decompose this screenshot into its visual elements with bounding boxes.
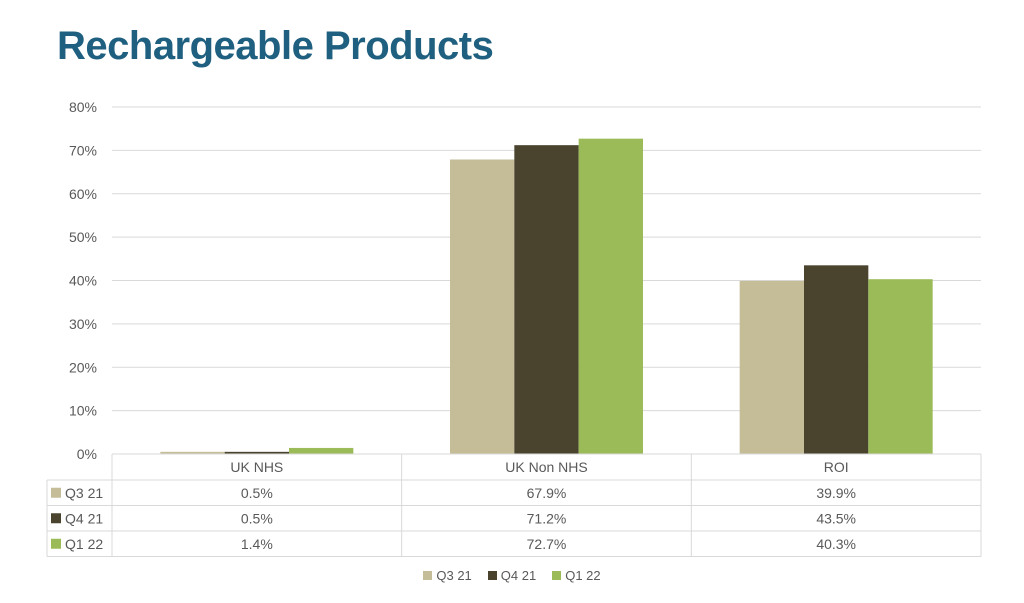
bar-q3-21-roi bbox=[739, 280, 804, 454]
data-label: 71.2% bbox=[527, 510, 567, 526]
data-label: 0.5% bbox=[241, 485, 273, 501]
bar-q4-21-uk-non-nhs bbox=[514, 145, 579, 455]
data-label: 72.7% bbox=[527, 536, 567, 552]
y-tick-label: 30% bbox=[69, 316, 97, 332]
data-label: 67.9% bbox=[527, 485, 567, 501]
legend-label-q1-22: Q1 22 bbox=[565, 568, 601, 583]
y-tick-label: 70% bbox=[69, 142, 97, 158]
bar-q1-22-roi bbox=[868, 279, 933, 454]
table-series-label: Q1 22 bbox=[65, 536, 103, 552]
table-legend-key bbox=[51, 513, 61, 524]
data-label: 0.5% bbox=[241, 510, 273, 526]
slide-title: Rechargeable Products bbox=[57, 24, 494, 68]
data-label: 40.3% bbox=[816, 536, 856, 552]
legend-label-q4-21: Q4 21 bbox=[500, 568, 537, 583]
legend: Q3 21 Q4 21 Q1 22 bbox=[0, 568, 1024, 583]
legend-item-q1-22: Q1 22 bbox=[552, 568, 601, 583]
legend-swatch-q4-21 bbox=[487, 571, 497, 580]
bar-q1-22-uk-non-nhs bbox=[578, 138, 643, 454]
bar-q3-21-uk-nhs bbox=[160, 451, 225, 454]
legend-swatch-q1-22 bbox=[552, 571, 562, 580]
legend-item-q3-21: Q3 21 bbox=[423, 568, 472, 583]
y-tick-label: 20% bbox=[69, 359, 97, 375]
table-series-label: Q4 21 bbox=[65, 510, 103, 526]
bar-q3-21-uk-non-nhs bbox=[450, 159, 515, 454]
data-label: 43.5% bbox=[816, 510, 856, 526]
y-tick-label: 50% bbox=[69, 229, 97, 245]
legend-swatch-q3-21 bbox=[423, 571, 433, 580]
y-tick-label: 40% bbox=[69, 273, 97, 289]
legend-label-q3-21: Q3 21 bbox=[436, 568, 472, 583]
x-category-label: ROI bbox=[824, 459, 849, 475]
data-label: 1.4% bbox=[241, 536, 273, 552]
y-tick-label: 0% bbox=[77, 446, 97, 462]
table-legend-key bbox=[51, 538, 61, 549]
y-tick-label: 10% bbox=[69, 403, 97, 419]
table-series-label: Q3 21 bbox=[65, 485, 103, 501]
chart: 0% 10% 20% 30% 40% 50% 60% 70% 80% UK NHS UK Non N… bbox=[46, 99, 982, 557]
bar-q4-21-uk-nhs bbox=[224, 451, 289, 454]
legend-item-q4-21: Q4 21 bbox=[487, 568, 537, 583]
x-category-label: UK Non NHS bbox=[505, 459, 587, 475]
y-tick-label: 60% bbox=[69, 186, 97, 202]
data-label: 39.9% bbox=[816, 485, 856, 501]
x-category-label: UK NHS bbox=[230, 459, 283, 475]
y-tick-label: 80% bbox=[69, 99, 97, 115]
table-legend-key bbox=[51, 487, 61, 498]
bar-q4-21-roi bbox=[804, 265, 869, 454]
bar-q1-22-uk-nhs bbox=[289, 447, 354, 454]
